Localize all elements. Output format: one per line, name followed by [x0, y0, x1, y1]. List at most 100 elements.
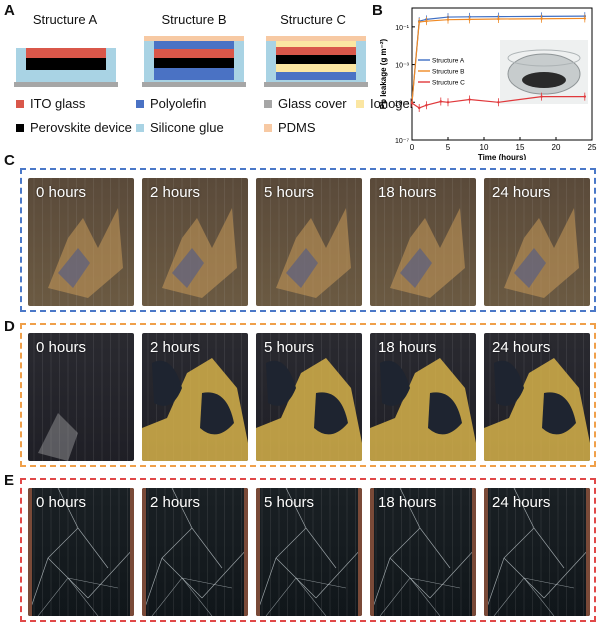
legend-label: Ionogel: [370, 96, 413, 111]
data-point: [418, 106, 421, 110]
sample-photo: 24 hours: [484, 333, 590, 461]
sample-photo: 2 hours: [142, 333, 248, 461]
sample-photo-image: [256, 333, 362, 461]
x-tick-label: 10: [480, 143, 489, 152]
legend-polyolefin: Polyolefin: [136, 96, 206, 111]
legend-entry-1: Structure B: [432, 69, 465, 76]
pdms-swatch: [264, 123, 272, 132]
ito-glass-swatch: [16, 99, 24, 108]
time-label: 5 hours: [264, 494, 315, 511]
legend-glass-cover: Glass cover: [264, 96, 347, 111]
structure-b-title: Structure B: [161, 12, 227, 27]
legend-perovskite-device: Perovskite device: [16, 120, 132, 135]
structure-a-title: Structure A: [32, 12, 98, 27]
sample-photo-image: [370, 333, 476, 461]
x-axis-label: Time (hours): [478, 153, 527, 160]
pb-leakage-chart: 0 5 10 15 20 25 10⁻⁷ 10⁻⁵ 10⁻³ 10⁻¹ Time (hours) Pb…: [379, 7, 597, 160]
structure-c-title: Structure C: [280, 12, 346, 27]
sample-photo: 24 hours: [484, 178, 590, 306]
time-label: 2 hours: [150, 184, 201, 201]
legend-ito-glass: ITO glass: [16, 96, 85, 111]
panel-letter-a: A: [4, 2, 15, 19]
time-label: 18 hours: [378, 184, 437, 201]
structure-b-diagram: [142, 36, 246, 87]
data-point: [418, 20, 421, 24]
inset-sample: [522, 72, 566, 88]
series-line-1: [411, 17, 585, 103]
data-point: [425, 19, 428, 23]
y-axis-label: Pb leakage (g m⁻²): [379, 38, 388, 109]
sample-photo-image: [256, 178, 362, 306]
sample-photo: 2 hours: [142, 178, 248, 306]
sample-photo-image: [256, 488, 362, 616]
time-label: 24 hours: [492, 494, 551, 511]
plot-frame: [411, 7, 593, 141]
data-point: [439, 100, 442, 103]
sample-photo: 5 hours: [256, 488, 362, 616]
time-label: 2 hours: [150, 494, 201, 511]
sample-photo-image: [142, 333, 248, 461]
sample-photo: 0 hours: [28, 333, 134, 461]
panel-letter-d: D: [4, 318, 15, 335]
legend-ionogel: Ionogel: [356, 96, 413, 111]
data-point: [540, 17, 543, 20]
x-tick-label: 25: [588, 143, 597, 152]
y-tick-label: 10⁻¹: [395, 25, 409, 32]
inset-dish-rim: [507, 49, 581, 67]
sample-photo-image: [484, 488, 590, 616]
legend-label: Polyolefin: [150, 96, 207, 111]
photo-row-e: 0 hours 2 hours 5 hours 18 hours 24 hours: [20, 478, 596, 622]
legend-label: Silicone glue: [150, 120, 224, 135]
sample-photo-image: [142, 178, 248, 306]
legend-pdms: PDMS: [264, 120, 316, 135]
time-label: 0 hours: [36, 184, 87, 201]
time-label: 0 hours: [36, 494, 87, 511]
sample-photo-image: [142, 488, 248, 616]
panel-letter-e: E: [4, 472, 15, 489]
sample-photo-image: [484, 178, 590, 306]
legend-entry-2: Structure C: [432, 80, 465, 87]
y-tick-label: 10⁻³: [395, 63, 409, 70]
sample-photo: 24 hours: [484, 488, 590, 616]
time-label: 24 hours: [492, 339, 551, 356]
sample-photo: 18 hours: [370, 333, 476, 461]
y-tick-label: 10⁻⁷: [395, 138, 409, 145]
sample-photo-image: [484, 333, 590, 461]
data-point: [497, 17, 500, 21]
ionogel-swatch: [356, 99, 364, 108]
sample-photo: 18 hours: [370, 178, 476, 306]
sample-photo-image: [28, 178, 134, 306]
photo-row-c: 0 hours 2 hours 5 hours 18 hours 24 hours: [20, 168, 596, 312]
structure-schematics: [14, 36, 368, 87]
legend-label: Perovskite device: [30, 120, 132, 135]
sample-photo-image: [370, 178, 476, 306]
data-point: [446, 101, 450, 104]
sample-photo-image: [28, 488, 134, 616]
x-tick-label: 20: [552, 143, 561, 152]
sample-photo: 5 hours: [256, 333, 362, 461]
polyolefin-swatch: [136, 99, 144, 108]
legend-label: ITO glass: [30, 96, 86, 111]
photo-row-d: 0 hours 2 hours 5 hours 18 hours 24 hours: [20, 323, 596, 467]
perovskite-device-swatch: [16, 123, 24, 132]
time-label: 5 hours: [264, 339, 315, 356]
data-point: [497, 101, 500, 104]
data-point: [410, 101, 414, 105]
x-tick-label: 15: [516, 143, 525, 152]
data-point: [446, 18, 450, 21]
sample-photo: 0 hours: [28, 488, 134, 616]
time-label: 2 hours: [150, 339, 201, 356]
x-tick-label: 5: [446, 143, 451, 152]
structure-a-diagram: [14, 48, 118, 87]
y-tick-label: 10⁻⁵: [395, 100, 409, 107]
sample-photo-image: [370, 488, 476, 616]
panel-letter-b: B: [372, 2, 383, 19]
data-point: [468, 98, 471, 101]
sample-photo: 0 hours: [28, 178, 134, 306]
data-point: [425, 104, 428, 107]
data-point: [583, 95, 586, 98]
x-tick-label: 0: [410, 143, 415, 152]
data-point: [540, 95, 543, 98]
time-label: 18 hours: [378, 339, 437, 356]
data-point: [583, 17, 586, 20]
